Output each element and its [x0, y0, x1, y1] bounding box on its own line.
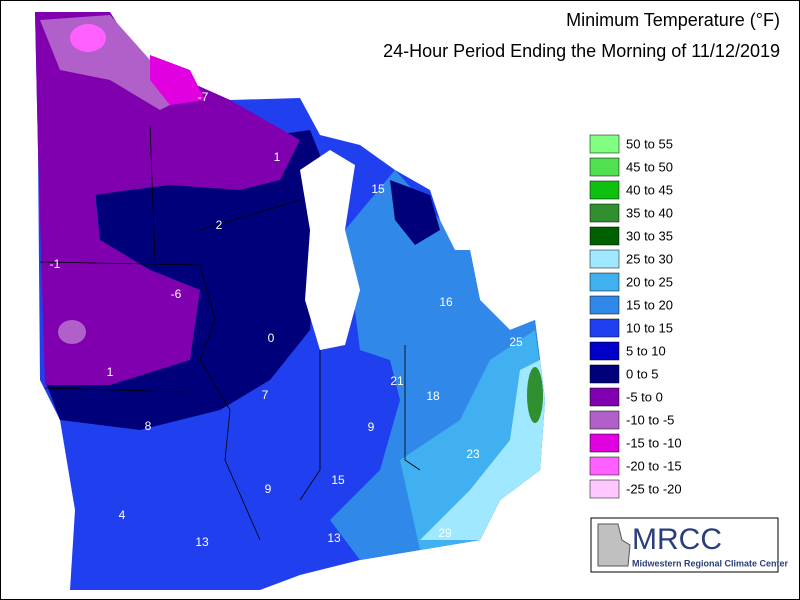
- station-label: 9: [265, 482, 272, 496]
- legend-label: 10 to 15: [626, 320, 673, 335]
- legend-label: 45 to 50: [626, 159, 673, 174]
- station-label: 16: [439, 295, 453, 309]
- legend-label: 5 to 10: [626, 343, 666, 358]
- legend-swatch: [589, 364, 620, 384]
- map-title: Minimum Temperature (°F): [566, 10, 780, 30]
- legend-swatch: [589, 203, 620, 223]
- legend-label: -20 to -15: [626, 458, 682, 473]
- station-label: 1: [107, 365, 114, 379]
- legend-swatch: [589, 387, 620, 407]
- station-label: 2: [216, 218, 223, 232]
- state-lines: [39, 124, 421, 541]
- map-subtitle: 24-Hour Period Ending the Morning of 11/…: [383, 41, 780, 61]
- legend-swatch: [589, 295, 620, 315]
- legend-swatch: [589, 249, 620, 269]
- legend-label: 40 to 45: [626, 182, 673, 197]
- legend-swatch: [589, 180, 620, 200]
- legend-label: 50 to 55: [626, 136, 673, 151]
- logo-icon: [597, 523, 631, 567]
- station-label: 15: [371, 182, 385, 196]
- logo: MRCC Midwestern Regional Climate Center: [590, 517, 789, 573]
- station-label: 18: [426, 389, 440, 403]
- region-20-25: [400, 330, 545, 550]
- station-label: 8: [145, 419, 152, 433]
- station-label: -6: [171, 287, 182, 301]
- station-label: 23: [466, 447, 480, 461]
- map: [35, 12, 545, 590]
- legend-label: 20 to 25: [626, 274, 673, 289]
- legend-swatch: [589, 479, 620, 499]
- legend-label: 0 to 5: [626, 366, 659, 381]
- legend-swatch: [589, 318, 620, 338]
- lake-michigan: [300, 150, 360, 350]
- legend-swatch: [589, 410, 620, 430]
- region-neg5-0: [35, 12, 300, 385]
- region-neg10-neg5-ia: [58, 320, 86, 344]
- region-neg20-neg15: [70, 24, 106, 52]
- legend-label: -5 to 0: [626, 389, 663, 404]
- logo-name: MRCC: [632, 523, 722, 556]
- legend-label: -25 to -20: [626, 481, 682, 496]
- station-label: -1: [50, 257, 61, 271]
- station-label: 1: [274, 150, 281, 164]
- logo-caption: Midwestern Regional Climate Center: [632, 558, 789, 568]
- station-label: 9: [368, 420, 375, 434]
- station-label: 13: [195, 535, 209, 549]
- legend: 50 to 55 45 to 50 40 to 45 35 to 40 30 to 35…: [589, 134, 682, 499]
- legend-label: -10 to -5: [626, 412, 674, 427]
- station-label: 25: [509, 335, 523, 349]
- region-neg15-neg10: [150, 55, 205, 105]
- legend-label: 15 to 20: [626, 297, 673, 312]
- station-label: 4: [119, 508, 126, 522]
- legend-swatch: [589, 341, 620, 361]
- station-label: 15: [331, 473, 345, 487]
- legend-swatch: [589, 433, 620, 453]
- lake-huron: [440, 170, 480, 250]
- legend-label: -15 to -10: [626, 435, 682, 450]
- station-label: 0: [268, 331, 275, 345]
- station-label: 29: [438, 526, 452, 540]
- station-label: 21: [390, 374, 404, 388]
- legend-label: 35 to 40: [626, 205, 673, 220]
- region-35-40: [527, 367, 543, 423]
- legend-swatch: [589, 157, 620, 177]
- legend-label: 30 to 35: [626, 228, 673, 243]
- legend-swatch: [589, 456, 620, 476]
- legend-swatch: [589, 226, 620, 246]
- legend-swatch: [589, 134, 620, 154]
- legend-swatch: [589, 272, 620, 292]
- station-label: 13: [327, 531, 341, 545]
- station-label: 7: [262, 388, 269, 402]
- station-label: -7: [198, 90, 209, 104]
- legend-label: 25 to 30: [626, 251, 673, 266]
- region-0-5-mi: [390, 180, 440, 245]
